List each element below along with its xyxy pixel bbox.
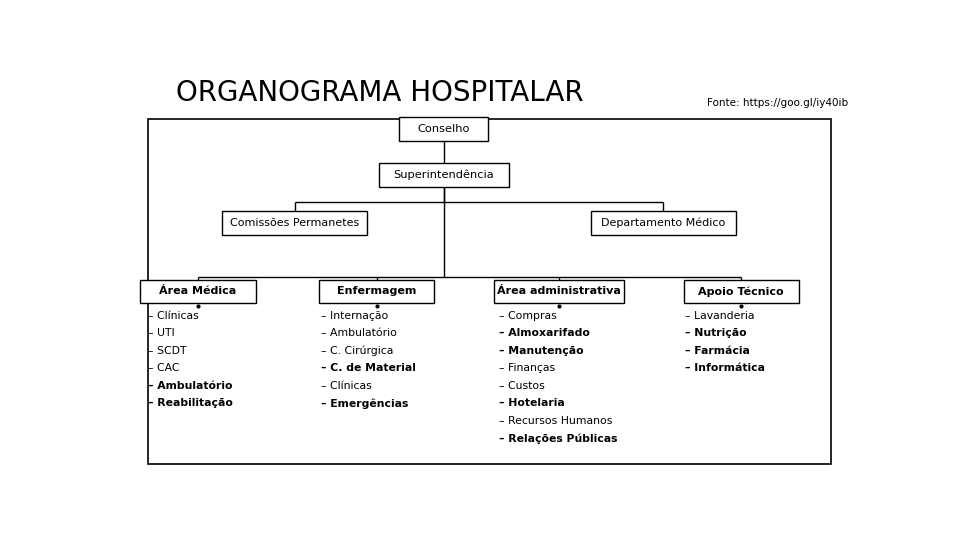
Text: – UTI: – UTI	[148, 328, 175, 339]
Text: – Nutrição: – Nutrição	[685, 328, 747, 339]
Bar	[140, 280, 255, 303]
Bar	[493, 280, 624, 303]
Text: Área administrativa: Área administrativa	[497, 286, 621, 296]
Text: Conselho: Conselho	[418, 124, 469, 134]
Text: Departamento Médico: Departamento Médico	[601, 218, 725, 228]
Text: Apoio Técnico: Apoio Técnico	[699, 286, 784, 296]
Bar	[223, 211, 368, 235]
Text: Enfermagem: Enfermagem	[337, 286, 417, 296]
Text: – Hotelaria: – Hotelaria	[499, 399, 565, 408]
Text: – Finanças: – Finanças	[499, 363, 556, 373]
Text: – Clínicas: – Clínicas	[148, 311, 199, 321]
Bar	[399, 117, 489, 141]
Text: – SCDT: – SCDT	[148, 346, 187, 356]
Bar	[684, 280, 799, 303]
Bar	[590, 211, 735, 235]
Text: – Ambulatório: – Ambulatório	[321, 328, 396, 339]
Text: – C. Cirúrgica: – C. Cirúrgica	[321, 346, 394, 356]
Text: – Manutenção: – Manutenção	[499, 346, 584, 356]
Text: – Internação: – Internação	[321, 311, 388, 321]
Text: – CAC: – CAC	[148, 363, 180, 373]
Text: – Clínicas: – Clínicas	[321, 381, 372, 391]
Text: – Informática: – Informática	[685, 363, 765, 373]
Text: – Compras: – Compras	[499, 311, 557, 321]
Bar	[319, 280, 434, 303]
Text: ORGANOGRAMA HOSPITALAR: ORGANOGRAMA HOSPITALAR	[176, 79, 584, 107]
Text: – Recursos Humanos: – Recursos Humanos	[499, 416, 612, 426]
Text: Fonte: https://goo.gl/iy40ib: Fonte: https://goo.gl/iy40ib	[707, 98, 848, 108]
Text: – Custos: – Custos	[499, 381, 545, 391]
Text: – Relações Públicas: – Relações Públicas	[499, 433, 618, 444]
Text: – Almoxarifado: – Almoxarifado	[499, 328, 590, 339]
Text: Superintendência: Superintendência	[394, 170, 494, 180]
Bar	[378, 163, 509, 187]
Text: – Reabilitação: – Reabilitação	[148, 399, 233, 408]
Text: – C. de Material: – C. de Material	[321, 363, 416, 373]
Text: – Farmácia: – Farmácia	[685, 346, 751, 356]
Text: – Emergências: – Emergências	[321, 399, 408, 409]
Text: Comissões Permanetes: Comissões Permanetes	[230, 218, 359, 228]
Text: – Lavanderia: – Lavanderia	[685, 311, 755, 321]
Text: Área Médica: Área Médica	[159, 286, 237, 296]
Bar	[148, 119, 830, 464]
Text: – Ambulatório: – Ambulatório	[148, 381, 232, 391]
